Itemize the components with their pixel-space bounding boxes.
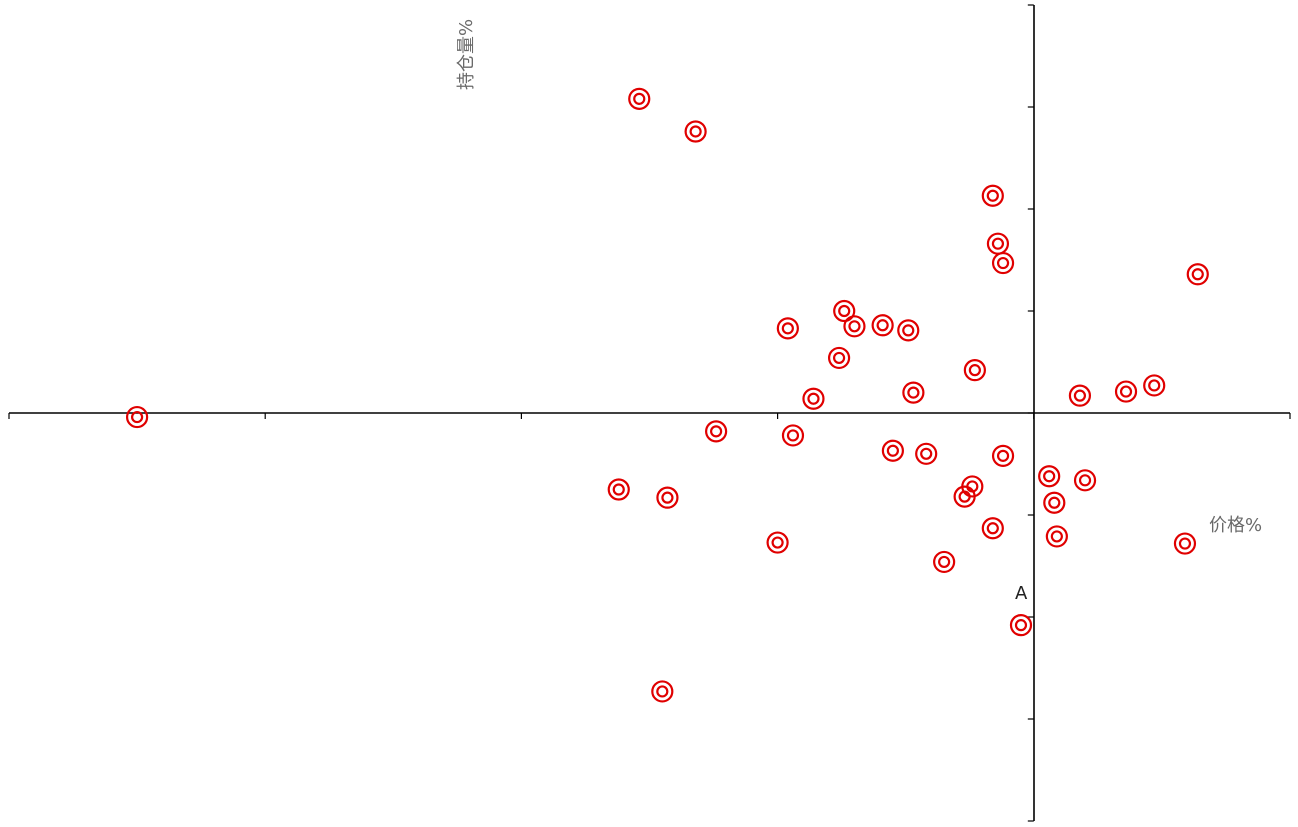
data-point: [963, 359, 986, 382]
data-point: [656, 486, 679, 509]
data-point: [843, 315, 866, 338]
data-point: [651, 680, 674, 703]
annotation-label: A: [1015, 583, 1028, 604]
data-point: [933, 550, 956, 574]
data-point: [705, 420, 728, 443]
data-point: [628, 87, 651, 110]
data-point: [802, 387, 825, 410]
data-point: [766, 531, 789, 554]
data-point: [1068, 384, 1092, 407]
data-point: [1143, 374, 1166, 397]
x-axis-title: 价格%: [1209, 515, 1262, 536]
data-point: [1009, 614, 1033, 637]
data-point: [1038, 465, 1061, 488]
data-point: [991, 251, 1015, 275]
data-point: [684, 120, 707, 143]
data-point: [1114, 380, 1138, 403]
data-point: [1186, 263, 1209, 286]
data-point: [827, 346, 851, 370]
data-point: [981, 517, 1004, 540]
data-point: [897, 319, 920, 342]
data-point: [776, 317, 799, 340]
y-axis-title: 持仓量%: [456, 19, 477, 90]
data-point: [1045, 525, 1068, 548]
data-points: [126, 87, 1209, 703]
data-point: [986, 232, 1010, 255]
data-point: [607, 478, 630, 501]
data-point: [1043, 491, 1066, 514]
axis-ticks: [8, 4, 1291, 822]
data-point: [915, 442, 938, 465]
data-point: [833, 299, 856, 323]
data-point: [991, 444, 1015, 467]
data-point: [902, 381, 925, 404]
data-point: [953, 485, 976, 508]
data-point: [126, 405, 149, 429]
data-point: [1073, 469, 1097, 492]
data-point: [1173, 532, 1197, 555]
data-point: [871, 314, 894, 337]
data-point: [781, 424, 805, 447]
chart-axes: [9, 5, 1290, 821]
data-point: [981, 184, 1004, 207]
data-point: [881, 439, 904, 462]
